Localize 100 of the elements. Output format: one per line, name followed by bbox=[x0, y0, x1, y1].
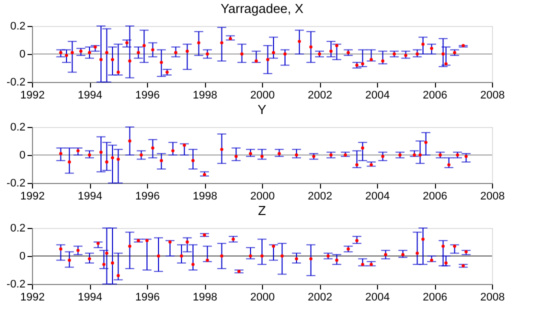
x-tick-label: 1996 bbox=[135, 90, 160, 102]
point bbox=[355, 163, 358, 166]
x-tick-label: 2006 bbox=[422, 292, 448, 304]
point bbox=[197, 41, 200, 44]
point bbox=[174, 51, 178, 54]
point bbox=[142, 44, 146, 48]
x-tick-label: 1992 bbox=[20, 90, 45, 102]
point bbox=[94, 45, 97, 49]
y-tick-label: 0.2 bbox=[10, 20, 26, 32]
x-tick-label: 1992 bbox=[20, 190, 45, 202]
point bbox=[160, 60, 163, 64]
point bbox=[329, 50, 333, 53]
point bbox=[447, 163, 450, 166]
point bbox=[180, 254, 184, 258]
point bbox=[335, 258, 338, 262]
point bbox=[191, 159, 195, 162]
point bbox=[110, 261, 114, 265]
x-tick-label: 2004 bbox=[365, 90, 390, 102]
point bbox=[283, 52, 287, 56]
point bbox=[424, 140, 428, 144]
point bbox=[128, 59, 132, 63]
point bbox=[430, 46, 434, 50]
point bbox=[361, 146, 364, 150]
point bbox=[272, 51, 276, 54]
point bbox=[151, 146, 154, 150]
point bbox=[294, 257, 298, 260]
y-tick-label: 0 bbox=[19, 250, 26, 262]
point bbox=[430, 258, 434, 262]
point bbox=[234, 154, 238, 158]
point bbox=[105, 252, 108, 255]
point bbox=[272, 244, 276, 248]
point bbox=[125, 41, 128, 44]
point bbox=[381, 59, 384, 63]
point bbox=[59, 152, 62, 156]
point bbox=[335, 44, 338, 48]
point bbox=[191, 262, 195, 266]
x-tick-label: 1998 bbox=[192, 190, 218, 202]
point bbox=[70, 51, 74, 54]
point bbox=[76, 149, 80, 152]
point bbox=[105, 51, 108, 54]
x-tick-label: 1998 bbox=[192, 292, 218, 304]
point bbox=[418, 153, 422, 157]
point bbox=[102, 262, 106, 266]
point bbox=[404, 54, 408, 57]
point bbox=[96, 242, 100, 245]
point bbox=[140, 153, 143, 157]
point bbox=[294, 153, 298, 157]
x-tick-label: 1994 bbox=[78, 292, 102, 304]
point bbox=[59, 247, 62, 251]
x-tick-label: 1992 bbox=[20, 292, 45, 304]
point bbox=[442, 244, 445, 248]
point bbox=[88, 257, 92, 260]
x-tick-label: 1996 bbox=[135, 190, 160, 202]
point bbox=[79, 50, 82, 53]
x-tick-label: 1998 bbox=[192, 90, 218, 102]
point bbox=[381, 154, 384, 158]
x-tick-label: 2008 bbox=[480, 292, 505, 304]
point bbox=[160, 159, 163, 162]
point bbox=[171, 149, 174, 152]
point bbox=[401, 253, 404, 256]
point bbox=[444, 62, 448, 66]
y-tick-label: 0 bbox=[19, 150, 26, 162]
x-tick-label: 2006 bbox=[422, 90, 448, 102]
y-tick-label: 0.2 bbox=[10, 222, 26, 234]
point bbox=[59, 51, 62, 54]
point bbox=[260, 154, 264, 158]
y-tick-label: 0 bbox=[19, 48, 26, 60]
point bbox=[151, 48, 154, 52]
point bbox=[168, 240, 172, 244]
point bbox=[453, 244, 456, 248]
point bbox=[99, 58, 103, 62]
point bbox=[145, 239, 149, 242]
point bbox=[76, 248, 80, 252]
point bbox=[254, 59, 258, 63]
x-tick-label: 2002 bbox=[308, 90, 332, 102]
point bbox=[110, 156, 114, 160]
point bbox=[88, 51, 92, 54]
y-tick-label: -0.2 bbox=[6, 178, 26, 190]
point bbox=[110, 58, 114, 62]
y-tick-label: 0.2 bbox=[10, 122, 26, 134]
point bbox=[355, 239, 358, 242]
x-tick-label: 2008 bbox=[480, 90, 505, 102]
point bbox=[186, 50, 189, 53]
point bbox=[298, 40, 301, 43]
chart-title: Y bbox=[258, 102, 267, 117]
point bbox=[278, 152, 281, 156]
point bbox=[384, 253, 388, 256]
point bbox=[421, 42, 425, 46]
point bbox=[421, 238, 425, 241]
point bbox=[206, 258, 209, 262]
point bbox=[370, 58, 373, 62]
point bbox=[105, 160, 108, 164]
chart-title: Z bbox=[258, 203, 266, 218]
point bbox=[416, 252, 419, 255]
x-tick-label: 2004 bbox=[365, 190, 390, 202]
x-tick-label: 2000 bbox=[250, 190, 275, 202]
point bbox=[240, 52, 244, 56]
point bbox=[280, 254, 284, 258]
point bbox=[116, 158, 120, 161]
point bbox=[68, 160, 71, 164]
